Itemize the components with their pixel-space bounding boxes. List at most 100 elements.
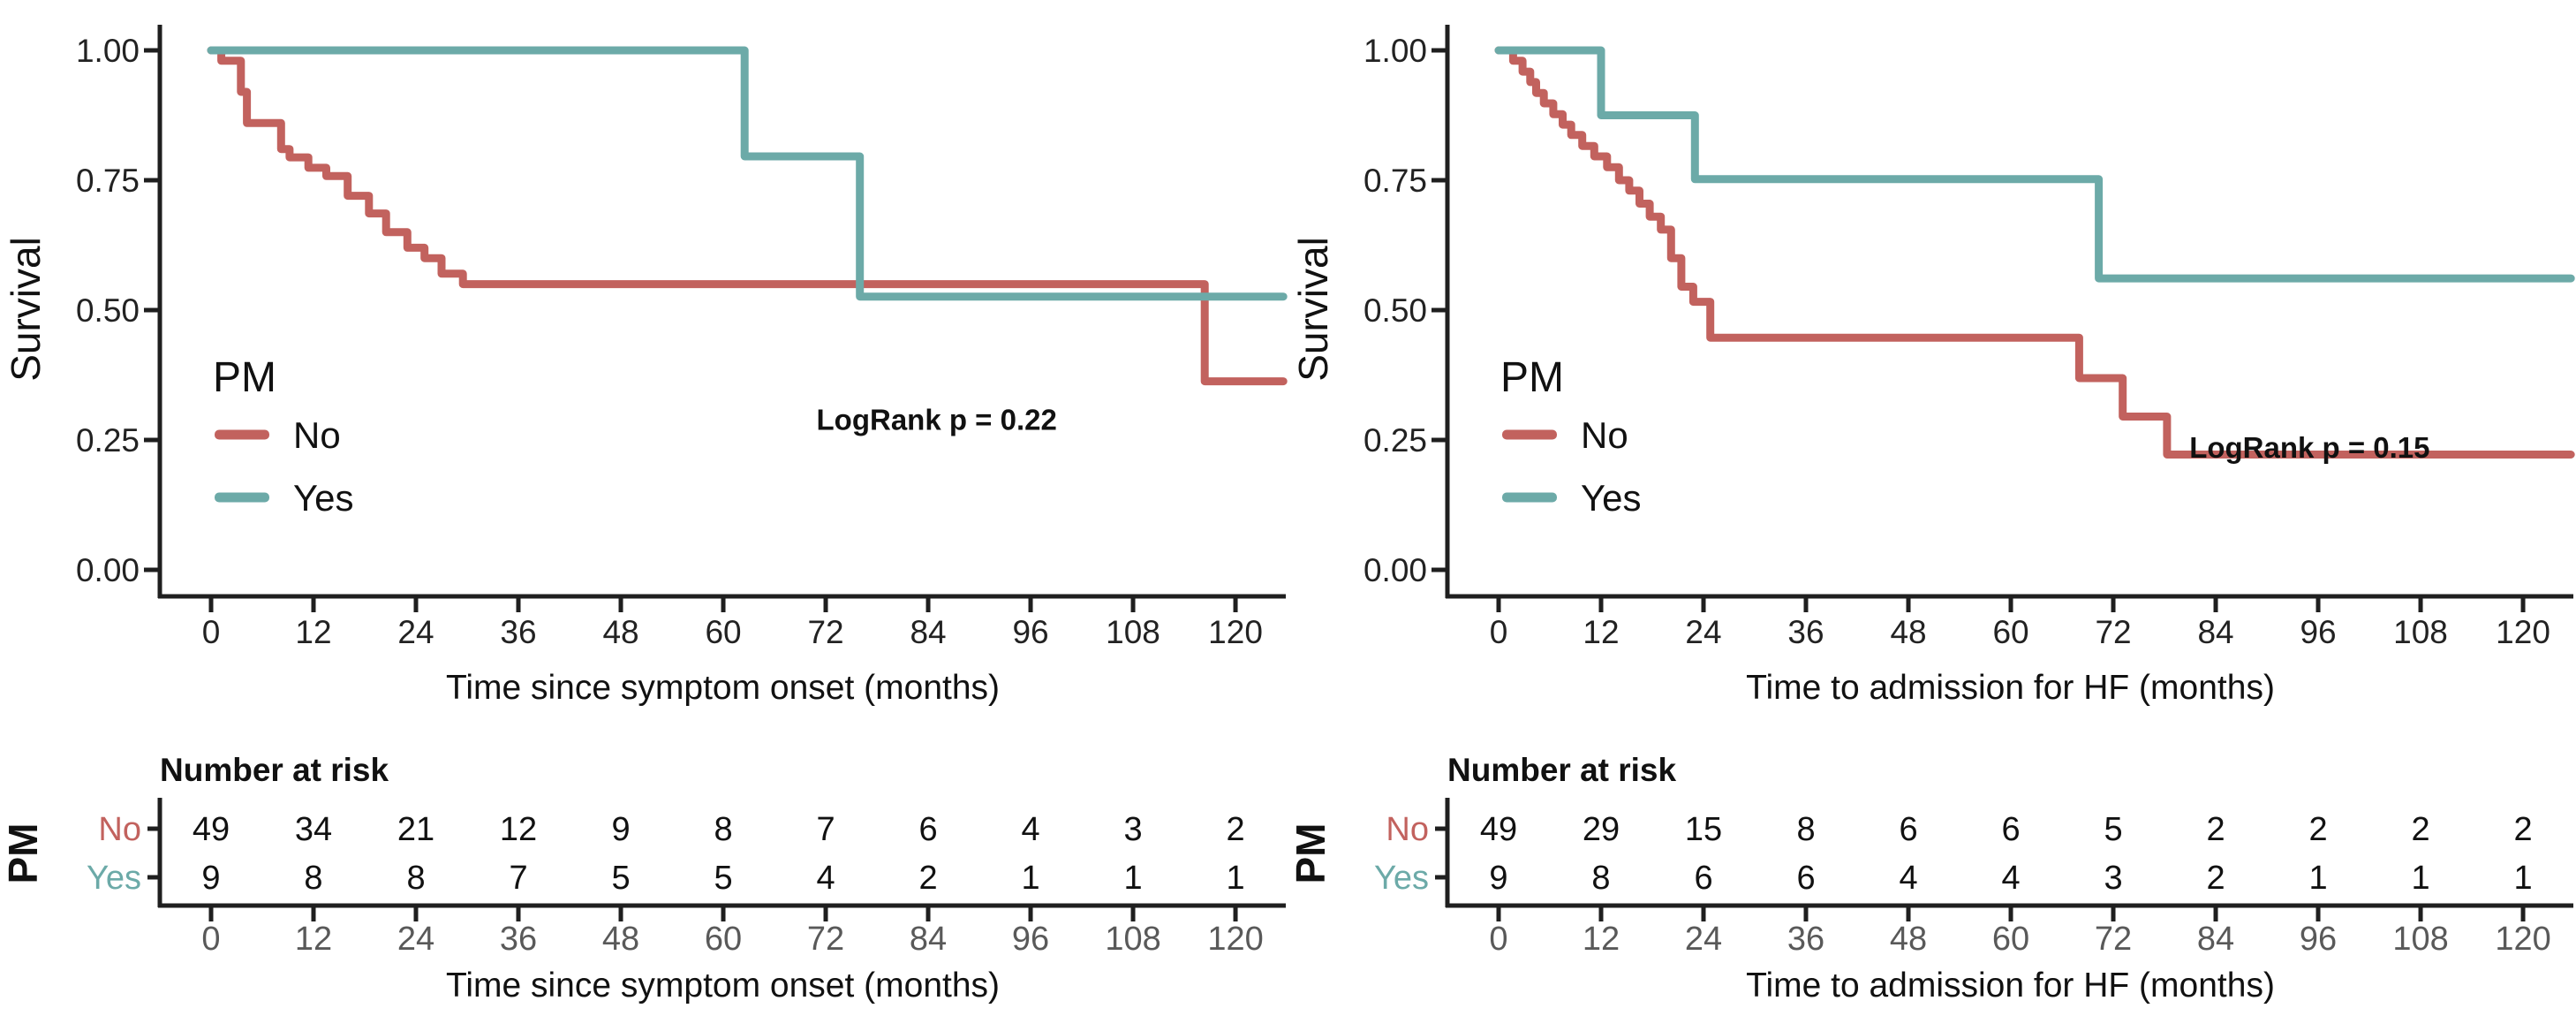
risk-count: 29 bbox=[1583, 811, 1620, 848]
km-panel-symptom-onset: 0.000.250.500.751.000 12 24 36 48 60 72 84 96 108… bbox=[0, 25, 1288, 1005]
risk-count: 4 bbox=[816, 860, 835, 897]
logrank-annotation: LogRank p = 0.15 bbox=[2189, 431, 2429, 464]
x-tick-label: 60 bbox=[705, 614, 741, 650]
risk-x-tick-label: 12 bbox=[295, 921, 332, 958]
x-tick-label: 72 bbox=[2095, 614, 2131, 650]
risk-count: 1 bbox=[2308, 860, 2327, 897]
x-tick-label: 24 bbox=[1685, 614, 1721, 650]
risk-count: 5 bbox=[611, 860, 630, 897]
y-tick-label: 0.00 bbox=[76, 552, 140, 588]
risk-count: 6 bbox=[1899, 811, 1917, 848]
risk-x-tick-label: 0 bbox=[1489, 921, 1507, 958]
risk-count: 4 bbox=[2001, 860, 2020, 897]
risk-count: 12 bbox=[500, 811, 537, 848]
risk-count: 4 bbox=[1021, 811, 1039, 848]
risk-x-tick-label: 36 bbox=[500, 921, 537, 958]
x-tick-label: 84 bbox=[2197, 614, 2233, 650]
x-tick-label: 0 bbox=[202, 614, 221, 650]
legend-swatch-no bbox=[1502, 429, 1557, 440]
x-axis-title: Time to admission for HF (months) bbox=[1746, 669, 2275, 707]
legend-swatch-no bbox=[215, 429, 269, 440]
risk-count: 9 bbox=[611, 811, 630, 848]
risk-row-label-yes: Yes bbox=[1374, 860, 1429, 897]
x-tick-label: 108 bbox=[1106, 614, 1160, 650]
risk-x-tick-label: 72 bbox=[2095, 921, 2132, 958]
risk-x-tick-label: 0 bbox=[201, 921, 220, 958]
risk-x-tick-label: 48 bbox=[602, 921, 639, 958]
x-tick-label: 108 bbox=[2393, 614, 2448, 650]
risk-count: 8 bbox=[1796, 811, 1815, 848]
risk-count: 8 bbox=[304, 860, 322, 897]
y-tick-label: 0.75 bbox=[1364, 163, 1427, 199]
risk-count: 5 bbox=[2104, 811, 2122, 848]
y-tick-label: 1.00 bbox=[76, 33, 140, 69]
legend-label-no: No bbox=[293, 414, 341, 456]
legend-swatch-yes bbox=[1502, 492, 1557, 503]
risk-count: 6 bbox=[1694, 860, 1712, 897]
risk-row-label-no: No bbox=[98, 811, 141, 848]
risk-x-tick-label: 12 bbox=[1583, 921, 1620, 958]
x-tick-label: 96 bbox=[1012, 614, 1048, 650]
risk-count: 9 bbox=[1489, 860, 1507, 897]
risk-x-tick-label: 96 bbox=[2300, 921, 2337, 958]
x-tick-label: 36 bbox=[500, 614, 536, 650]
risk-x-tick-label: 120 bbox=[1207, 921, 1263, 958]
risk-count: 2 bbox=[1226, 811, 1244, 848]
x-tick-label: 48 bbox=[1890, 614, 1926, 650]
risk-count: 5 bbox=[714, 860, 732, 897]
legend-title: PM bbox=[1500, 354, 1564, 401]
legend-title: PM bbox=[213, 354, 276, 401]
risk-count: 6 bbox=[2001, 811, 2020, 848]
km-curve-no bbox=[207, 46, 1288, 386]
risk-count: 2 bbox=[2206, 860, 2225, 897]
y-tick-label: 0.75 bbox=[76, 163, 140, 199]
risk-x-tick-label: 108 bbox=[1105, 921, 1160, 958]
x-tick-label: 72 bbox=[807, 614, 843, 650]
risk-count: 8 bbox=[1591, 860, 1610, 897]
risk-count: 3 bbox=[1123, 811, 1142, 848]
risk-count: 1 bbox=[1021, 860, 1039, 897]
risk-count: 49 bbox=[193, 811, 230, 848]
x-tick-label: 0 bbox=[1490, 614, 1508, 650]
risk-count: 7 bbox=[509, 860, 527, 897]
risk-x-tick-label: 96 bbox=[1012, 921, 1049, 958]
x-tick-label: 48 bbox=[602, 614, 638, 650]
km-panel-hf-admission: 0.000.250.500.751.000 12 24 36 48 60 72 84 96 108… bbox=[1288, 25, 2575, 1005]
risk-count: 8 bbox=[406, 860, 425, 897]
y-tick-label: 0.25 bbox=[76, 422, 140, 459]
risk-x-tick-label: 84 bbox=[2197, 921, 2234, 958]
y-axis-title: Survival bbox=[1290, 237, 1336, 382]
x-axis-title: Time since symptom onset (months) bbox=[446, 669, 1000, 707]
x-tick-label: 60 bbox=[1992, 614, 2028, 650]
risk-count: 2 bbox=[918, 860, 937, 897]
risk-count: 1 bbox=[1226, 860, 1244, 897]
risk-count: 34 bbox=[295, 811, 332, 848]
risk-x-axis-title: Time to admission for HF (months) bbox=[1746, 967, 2275, 1005]
risk-count: 6 bbox=[1796, 860, 1815, 897]
risk-x-tick-label: 24 bbox=[397, 921, 434, 958]
risk-table-title: Number at risk bbox=[1447, 752, 1677, 788]
km-curve-no bbox=[1494, 46, 2575, 459]
km-curve-yes bbox=[1494, 46, 2575, 283]
risk-count: 2 bbox=[2308, 811, 2327, 848]
x-tick-label: 12 bbox=[1583, 614, 1619, 650]
risk-count: 1 bbox=[2513, 860, 2532, 897]
risk-count: 3 bbox=[2104, 860, 2122, 897]
logrank-annotation: LogRank p = 0.22 bbox=[817, 403, 1057, 436]
risk-count: 21 bbox=[397, 811, 434, 848]
y-tick-label: 1.00 bbox=[1364, 33, 1427, 69]
legend-label-yes: Yes bbox=[293, 477, 354, 519]
legend-label-yes: Yes bbox=[1581, 477, 1642, 519]
risk-count: 7 bbox=[816, 811, 835, 848]
risk-x-axis-title: Time since symptom onset (months) bbox=[446, 967, 1000, 1005]
risk-x-tick-label: 108 bbox=[2392, 921, 2448, 958]
risk-row-label-yes: Yes bbox=[87, 860, 141, 897]
risk-count: 9 bbox=[201, 860, 220, 897]
y-tick-label: 0.25 bbox=[1364, 422, 1427, 459]
y-tick-label: 0.50 bbox=[76, 292, 140, 329]
x-tick-label: 84 bbox=[910, 614, 946, 650]
risk-row-label-no: No bbox=[1386, 811, 1429, 848]
risk-count: 8 bbox=[714, 811, 732, 848]
y-tick-label: 0.00 bbox=[1364, 552, 1427, 588]
